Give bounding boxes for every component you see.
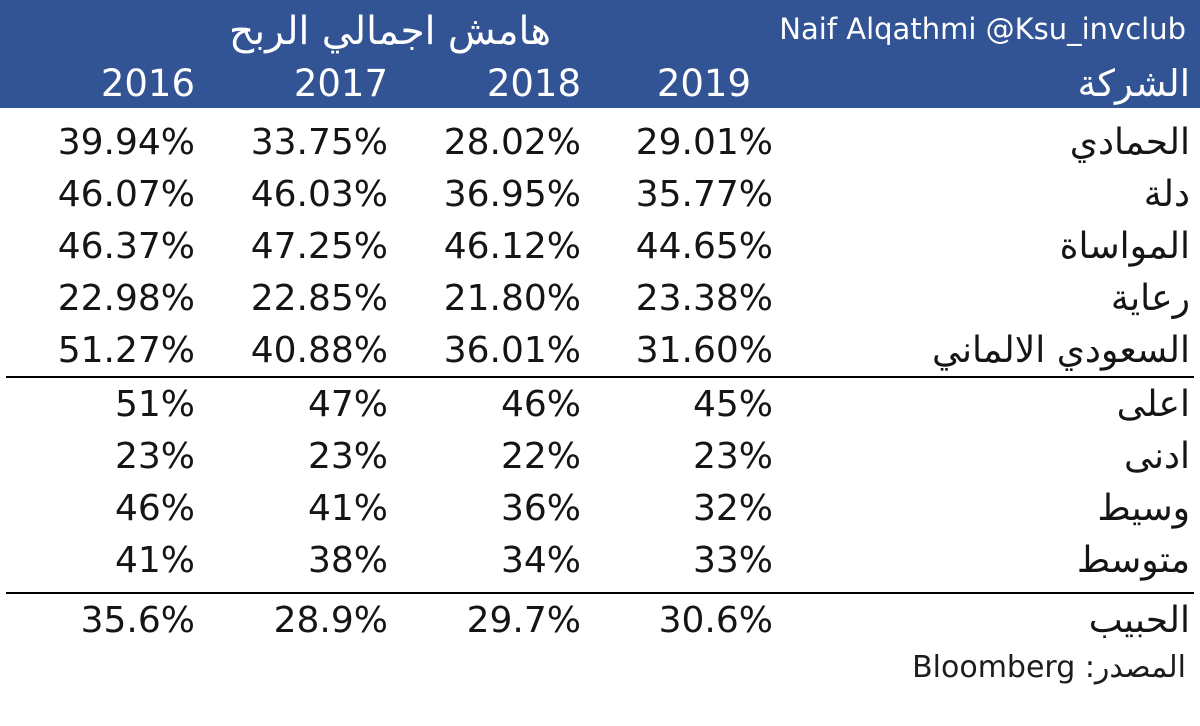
extra-row-section: 35.6% 28.9% 29.7% 30.6% الحبيب [0, 594, 1200, 646]
value-2016: 41% [114, 539, 195, 581]
year-col-2018: 2018 [486, 61, 581, 105]
value-2018: 46.12% [443, 225, 581, 267]
value-2016: 39.94% [57, 121, 195, 163]
companies-section: 39.94% 33.75% 28.02% 29.01% الحمادي 46.0… [0, 108, 1200, 376]
table-row: 46.37% 47.25% 46.12% 44.65% المواساة [0, 220, 1200, 272]
value-2017: 28.9% [273, 599, 388, 641]
value-2018: 21.80% [443, 277, 581, 319]
company-name: المواساة [1059, 225, 1190, 267]
table-row: 46.07% 46.03% 36.95% 35.77% دلة [0, 168, 1200, 220]
value-2019: 33% [692, 539, 773, 581]
company-name: الحبيب [1088, 599, 1190, 641]
table-title: هامش اجمالي الربح [229, 8, 551, 54]
value-2017: 46.03% [250, 173, 388, 215]
value-2019: 23% [692, 435, 773, 477]
value-2018: 22% [500, 435, 581, 477]
value-2019: 29.01% [635, 121, 773, 163]
value-2017: 23% [307, 435, 388, 477]
value-2019: 31.60% [635, 329, 773, 371]
table-row: 23% 23% 22% 23% ادنى [0, 430, 1200, 482]
value-2017: 38% [307, 539, 388, 581]
section-divider [6, 376, 1194, 378]
column-header-row: 2016 2017 2018 2019 الشركة [0, 58, 1200, 108]
value-2019: 45% [692, 383, 773, 425]
table-row: 51% 47% 46% 45% اعلى [0, 378, 1200, 430]
stat-label: ادنى [1123, 435, 1190, 477]
value-2016: 46.37% [57, 225, 195, 267]
company-name: السعودي الالماني [931, 329, 1190, 371]
value-2018: 29.7% [466, 599, 581, 641]
value-2016: 35.6% [80, 599, 195, 641]
value-2017: 41% [307, 487, 388, 529]
stat-label: وسيط [1097, 487, 1190, 529]
value-2018: 36% [500, 487, 581, 529]
value-2016: 51% [114, 383, 195, 425]
value-2016: 23% [114, 435, 195, 477]
year-col-2019: 2019 [656, 61, 751, 105]
value-2018: 34% [500, 539, 581, 581]
value-2018: 46% [500, 383, 581, 425]
value-2016: 22.98% [57, 277, 195, 319]
table-header: هامش اجمالي الربح Naif Alqathmi @Ksu_inv… [0, 0, 1200, 108]
value-2016: 46% [114, 487, 195, 529]
stat-label: متوسط [1076, 539, 1190, 581]
company-column-header: الشركة [1077, 61, 1190, 105]
table-row: 46% 41% 36% 32% وسيط [0, 482, 1200, 534]
stats-section: 51% 47% 46% 45% اعلى 23% 23% 22% 23% ادن… [0, 378, 1200, 586]
credit-handle: Naif Alqathmi @Ksu_invclub [779, 12, 1186, 46]
source-note: المصدر: Bloomberg [912, 650, 1186, 685]
value-2017: 33.75% [250, 121, 388, 163]
header-top-row: هامش اجمالي الربح Naif Alqathmi @Ksu_inv… [0, 0, 1200, 58]
year-col-2016: 2016 [100, 61, 195, 105]
company-name: دلة [1143, 173, 1190, 215]
value-2017: 47.25% [250, 225, 388, 267]
value-2018: 36.01% [443, 329, 581, 371]
value-2017: 47% [307, 383, 388, 425]
value-2019: 44.65% [635, 225, 773, 267]
value-2016: 51.27% [57, 329, 195, 371]
table-row: 41% 38% 34% 33% متوسط [0, 534, 1200, 586]
value-2019: 35.77% [635, 173, 773, 215]
value-2018: 28.02% [443, 121, 581, 163]
year-col-2017: 2017 [293, 61, 388, 105]
value-2017: 40.88% [250, 329, 388, 371]
value-2019: 23.38% [635, 277, 773, 319]
table-row: 22.98% 22.85% 21.80% 23.38% رعاية [0, 272, 1200, 324]
value-2019: 32% [692, 487, 773, 529]
company-name: رعاية [1110, 277, 1190, 319]
value-2018: 36.95% [443, 173, 581, 215]
table-row: 51.27% 40.88% 36.01% 31.60% السعودي الال… [0, 324, 1200, 376]
table-row: 39.94% 33.75% 28.02% 29.01% الحمادي [0, 116, 1200, 168]
company-name: الحمادي [1069, 121, 1190, 163]
value-2019: 30.6% [658, 599, 773, 641]
section-divider [6, 592, 1194, 594]
value-2017: 22.85% [250, 277, 388, 319]
table-row: 35.6% 28.9% 29.7% 30.6% الحبيب [0, 594, 1200, 646]
stat-label: اعلى [1116, 383, 1190, 425]
value-2016: 46.07% [57, 173, 195, 215]
